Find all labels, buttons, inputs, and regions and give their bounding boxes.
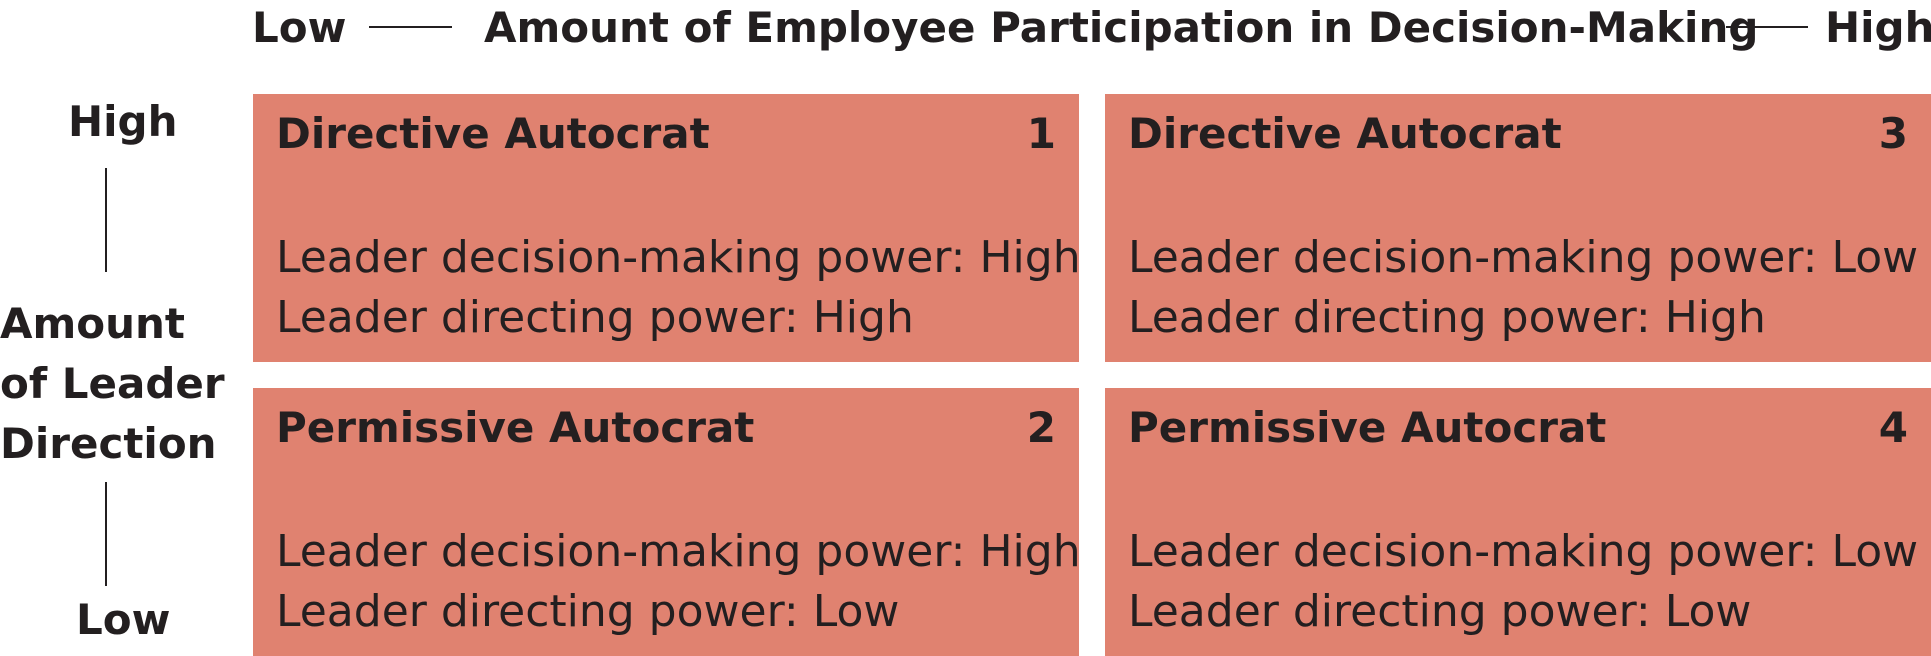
quadrant-title: Permissive Autocrat: [1128, 403, 1607, 452]
quadrant-number: 4: [1878, 403, 1908, 452]
quadrant-directive-autocrat-3: Directive Autocrat 3 Leader decision-mak…: [1105, 94, 1931, 362]
top-axis-right-line: [1726, 26, 1808, 28]
top-axis: Low Amount of Employee Participation in …: [0, 0, 1931, 60]
left-axis-title-line: Amount: [0, 299, 186, 348]
left-axis-title: Amount of Leader Direction: [0, 294, 225, 474]
quadrant-number: 2: [1026, 403, 1056, 452]
decision-making-power-text: Leader decision-making power: High: [276, 232, 1081, 283]
directing-power-text: Leader directing power: Low: [1128, 586, 1752, 637]
left-axis-high-label: High: [68, 97, 178, 146]
directing-power-text: Leader directing power: Low: [276, 586, 900, 637]
top-axis-low-label: Low: [252, 3, 347, 52]
top-axis-high-label: High: [1825, 3, 1931, 52]
directing-power-text: Leader directing power: High: [1128, 292, 1766, 343]
decision-making-power-text: Leader decision-making power: Low: [1128, 232, 1919, 283]
decision-making-power-text: Leader decision-making power: High: [276, 526, 1081, 577]
quadrant-number: 1: [1026, 109, 1056, 158]
quadrant-permissive-autocrat-2: Permissive Autocrat 2 Leader decision-ma…: [253, 388, 1081, 656]
directing-power-text: Leader directing power: High: [276, 292, 914, 343]
left-axis-title-line: of Leader: [0, 359, 225, 408]
left-axis-bottom-line: [105, 482, 107, 586]
quadrant-directive-autocrat-1: Directive Autocrat 1 Leader decision-mak…: [253, 94, 1081, 362]
quadrant-permissive-autocrat-4: Permissive Autocrat 4 Leader decision-ma…: [1105, 388, 1931, 656]
quadrant-title: Permissive Autocrat: [276, 403, 755, 452]
quadrant-title: Directive Autocrat: [276, 109, 710, 158]
top-axis-left-line: [369, 26, 452, 28]
quadrant-title: Directive Autocrat: [1128, 109, 1562, 158]
decision-making-power-text: Leader decision-making power: Low: [1128, 526, 1919, 577]
left-axis-top-line: [105, 168, 107, 272]
left-axis-low-label: Low: [76, 595, 171, 644]
left-axis-title-line: Direction: [0, 419, 217, 468]
top-axis-title: Amount of Employee Participation in Deci…: [484, 3, 1759, 52]
quadrant-number: 3: [1878, 109, 1908, 158]
